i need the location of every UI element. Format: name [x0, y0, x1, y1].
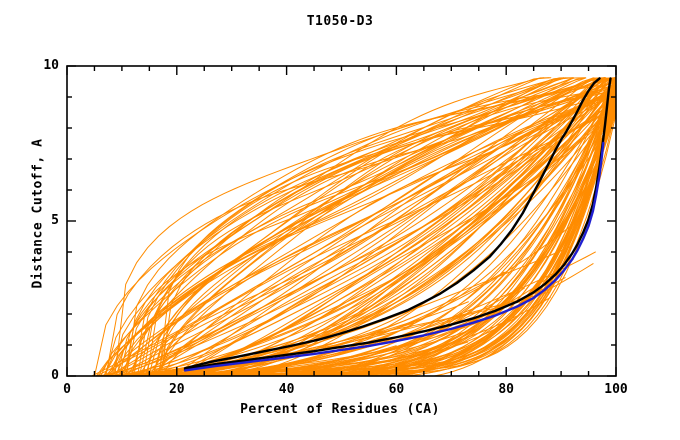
- ensemble-curve: [160, 92, 617, 377]
- chart-title: T1050-D3: [306, 14, 374, 29]
- ensemble-curve: [153, 90, 617, 377]
- ensemble-curve: [97, 77, 605, 377]
- x-tick-label: 80: [498, 382, 515, 397]
- ensemble-curve: [107, 77, 595, 377]
- x-tick-label: 60: [388, 382, 405, 397]
- x-axis-label: Percent of Residues (CA): [240, 402, 440, 417]
- ensemble-curve: [96, 106, 617, 377]
- ensemble-curve: [117, 79, 617, 377]
- ensemble-curve: [119, 77, 552, 377]
- ensemble-curve: [117, 89, 617, 377]
- y-tick-label: 5: [51, 213, 59, 228]
- axis-frame-layer: [66, 65, 617, 377]
- ensemble-curve: [137, 77, 585, 377]
- ensemble-curve: [94, 77, 605, 377]
- x-tick-label: 40: [278, 382, 295, 397]
- highlight-curves-layer: [183, 77, 612, 372]
- ensemble-curve: [111, 81, 617, 377]
- x-tick-label: 0: [63, 382, 71, 397]
- ensemble-curve: [134, 77, 606, 377]
- ensemble-curve: [136, 77, 617, 377]
- ensemble-curve: [109, 100, 617, 377]
- y-tick-label: 10: [43, 58, 59, 73]
- ensemble-curve: [172, 77, 607, 377]
- ensemble-curve: [97, 100, 617, 377]
- ensemble-curve: [115, 77, 562, 377]
- ensemble-curve: [110, 291, 551, 377]
- ensemble-curve: [105, 90, 617, 377]
- ensemble-curve: [142, 105, 617, 377]
- ensemble-curve: [170, 325, 452, 377]
- ensemble-curve: [125, 77, 606, 377]
- ensemble-curve: [106, 77, 595, 377]
- ensemble-curve: [142, 77, 545, 377]
- x-tick-label: 20: [168, 382, 185, 397]
- ensemble-curve: [103, 95, 617, 377]
- ensemble-curve: [129, 77, 596, 377]
- ensemble-curve: [102, 77, 617, 377]
- ensemble-curve: [126, 77, 574, 377]
- ensemble-curve: [123, 77, 574, 377]
- ensemble-curve: [114, 82, 617, 377]
- ensemble-curves-layer: [91, 77, 617, 377]
- ensemble-curve: [157, 77, 567, 377]
- ensemble-curve: [100, 77, 605, 377]
- highlight-curve-highlight-blue: [183, 141, 605, 372]
- highlight-curve-highlight-black-upper: [183, 77, 601, 370]
- y-tick-label: 0: [51, 368, 59, 383]
- x-tick-label: 100: [604, 382, 628, 397]
- ensemble-curve: [91, 87, 617, 377]
- ensemble-curve: [115, 77, 617, 377]
